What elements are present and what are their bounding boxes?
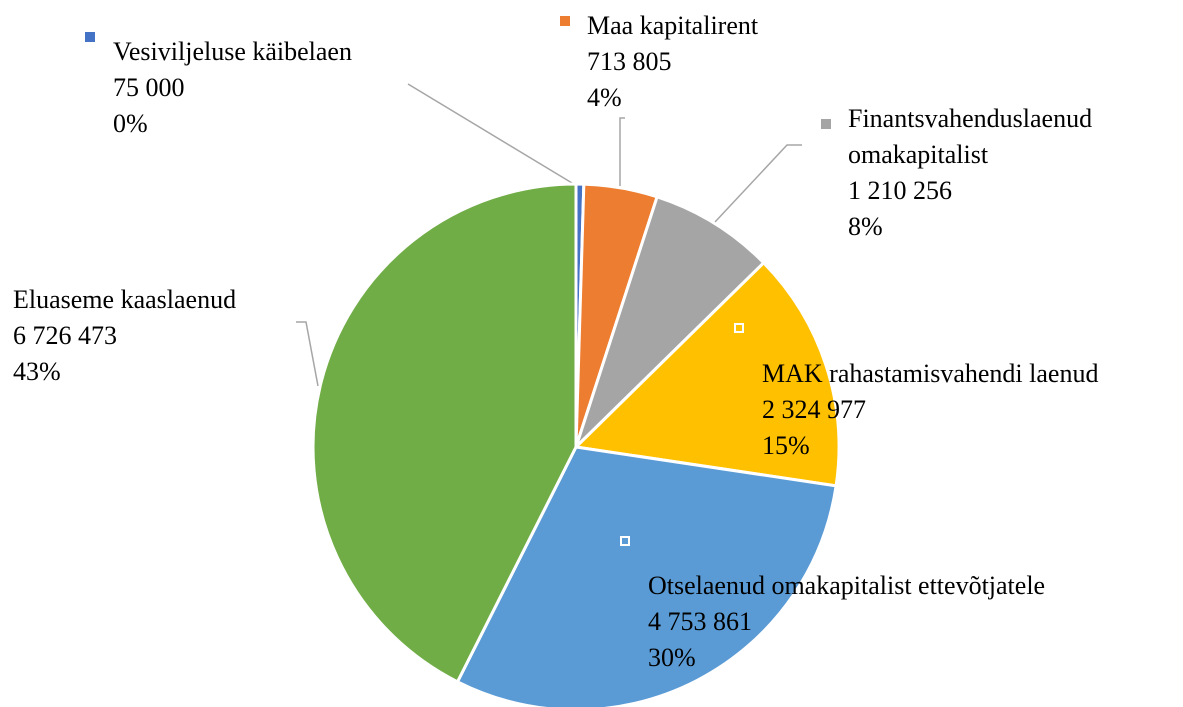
- percent-label: 8%: [848, 212, 883, 241]
- value-label: 2 324 977: [762, 395, 866, 424]
- slice-label: Vesiviljeluse käibelaen 75 000 0%: [113, 34, 433, 142]
- value-label: 713 805: [587, 47, 672, 76]
- slice-label: Otselaenud omakapitalist ettevõtjatele 4 …: [648, 568, 1178, 676]
- value-label: 4 753 861: [648, 607, 752, 636]
- category-label: Otselaenud omakapitalist ettevõtjatele: [648, 571, 1046, 600]
- slice-label: MAK rahastamisvahendi laenud 2 324 977 15%: [762, 356, 1182, 464]
- legend-marker-inner: [736, 325, 742, 331]
- slice-label: Finantsvahenduslaenud omakapitalist 1 210…: [848, 101, 1158, 245]
- leader-line: [296, 321, 319, 387]
- category-label: MAK rahastamisvahendi laenud: [762, 359, 1099, 388]
- slice-label: Eluaseme kaaslaenud 6 726 473 43%: [13, 282, 313, 390]
- percent-label: 0%: [113, 109, 148, 138]
- leader-line: [619, 117, 625, 186]
- pie-slice: [572, 260, 841, 488]
- value-label: 6 726 473: [13, 321, 117, 350]
- slice-label: Maa kapitalirent 713 805 4%: [587, 8, 847, 116]
- category-label: Finantsvahenduslaenud omakapitalist: [848, 104, 1093, 169]
- legend-marker: [821, 119, 831, 129]
- category-label: Eluaseme kaaslaenud: [13, 285, 237, 314]
- pie-slice: [574, 194, 766, 449]
- pie-slice: [311, 182, 578, 684]
- legend-marker: [85, 32, 95, 42]
- percent-label: 4%: [587, 83, 622, 112]
- percent-label: 43%: [13, 357, 61, 386]
- legend-marker-inner: [622, 538, 628, 544]
- percent-label: 30%: [648, 643, 696, 672]
- pie-slice: [455, 445, 838, 707]
- leader-line: [714, 144, 802, 223]
- category-label: Vesiviljeluse käibelaen: [113, 37, 352, 66]
- percent-label: 15%: [762, 431, 810, 460]
- legend-marker: [560, 16, 570, 26]
- leader-line: [407, 83, 578, 187]
- value-label: 75 000: [113, 73, 185, 102]
- category-label: Maa kapitalirent: [587, 11, 759, 40]
- value-label: 1 210 256: [848, 176, 952, 205]
